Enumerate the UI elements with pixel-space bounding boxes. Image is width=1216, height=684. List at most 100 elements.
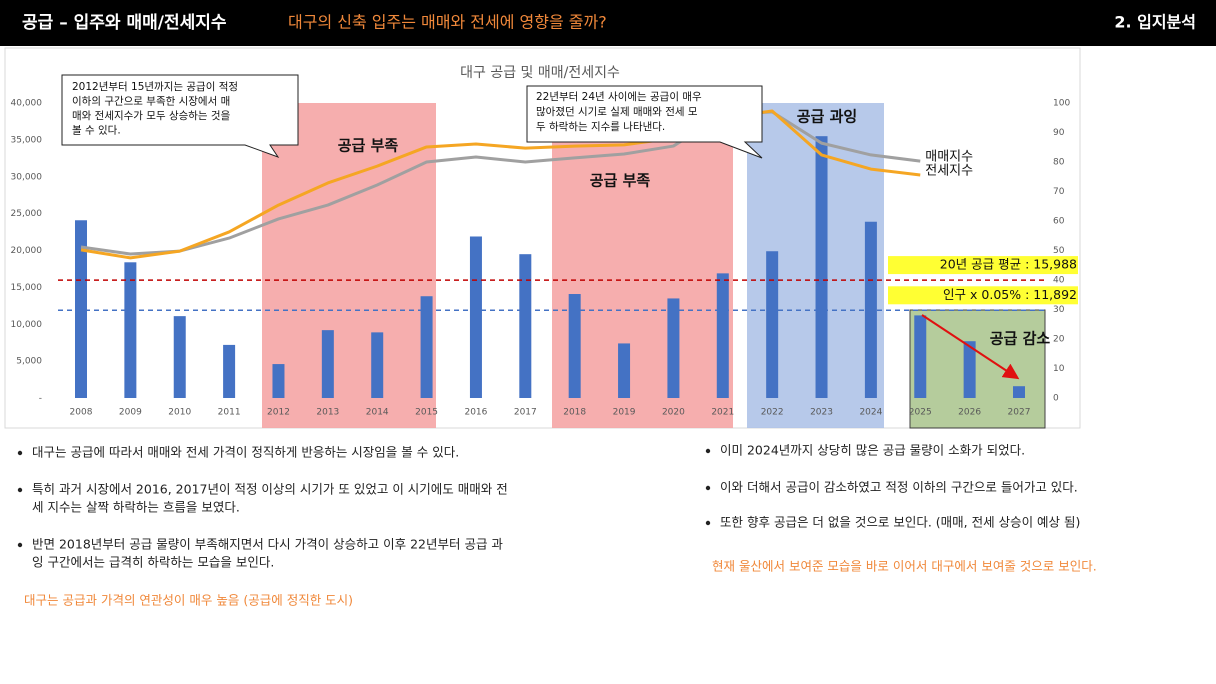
y2-tick-label: 100 [1053,99,1070,109]
bar [469,236,482,398]
y-tick-label: 10,000 [11,320,43,330]
x-tick-label: 2020 [662,408,685,418]
y2-tick-label: 80 [1053,158,1065,168]
callout-line: 두 하락하는 지수를 나타낸다. [536,120,665,133]
y-tick-label: 20,000 [11,246,43,256]
x-tick-label: 2021 [711,408,734,418]
x-tick-label: 2010 [168,408,191,418]
zone-label: 공급 부족 [338,137,399,155]
y2-tick-label: 10 [1053,364,1065,374]
callout-right-box [526,85,763,159]
callout-line: 매와 전세지수가 모두 상승하는 것을 [72,109,231,122]
note-line: 이와 더해서 공급이 감소하였고 적정 이하의 구간으로 들어가고 있다. [720,480,1078,495]
header-title: 공급 – 입주와 매매/전세지수 [22,13,227,33]
bullet [17,542,23,548]
x-tick-label: 2023 [810,408,833,418]
bar [173,316,186,398]
callout-line: 볼 수 있다. [72,125,121,137]
note-line: 잉 구간에서는 급격히 하락하는 모습을 보인다. [32,555,274,570]
bar [321,330,334,398]
callout-line: 많아졌던 시기로 실제 매매와 전세 모 [536,105,698,118]
x-tick-label: 2014 [366,408,389,418]
bar [667,298,680,398]
x-tick-label: 2022 [761,408,784,418]
chart-title: 대구 공급 및 매매/전세지수 [460,65,620,81]
x-tick-label: 2018 [563,408,586,418]
reference-label: 인구 x 0.05% : 11,892 [943,287,1077,302]
note-line: 대구는 공급에 따라서 매매와 전세 가격이 정직하게 반응하는 시장임을 볼 … [32,445,459,460]
callout-left-box [61,74,299,158]
note-line: 특히 과거 시장에서 2016, 2017년이 적정 이상의 시기가 또 있었고… [32,482,508,497]
zone-label: 공급 부족 [590,172,651,190]
y2-tick-label: 0 [1053,394,1059,404]
x-tick-label: 2027 [1008,408,1031,418]
bar [371,332,384,398]
x-tick-label: 2025 [909,408,932,418]
header-section: 2. 입지분석 [1114,13,1196,32]
y-tick-label: 5,000 [16,357,42,367]
callout-line: 22년부터 24년 사이에는 공급이 매우 [536,91,702,103]
x-tick-label: 2012 [267,408,290,418]
bar [568,294,581,398]
bar [963,341,976,398]
x-tick-label: 2013 [316,408,339,418]
header-bar [0,0,1216,46]
y-tick-label: 30,000 [11,172,43,182]
bullet [705,520,711,526]
bar [716,273,729,398]
bar [223,344,236,398]
callout-shape [526,85,763,159]
y2-tick-label: 40 [1053,276,1065,286]
reference-label: 20년 공급 평균 : 15,988 [940,257,1077,272]
y2-tick-label: 30 [1053,305,1065,315]
bar [519,254,532,398]
bar [272,364,285,398]
header-subtitle: 대구의 신축 입주는 매매와 전세에 영향을 줄까? [288,13,607,32]
zone-short-1 [262,103,436,428]
y2-tick-label: 20 [1053,335,1065,345]
x-tick-label: 2008 [70,408,93,418]
bar [815,136,828,398]
bar [1013,386,1025,398]
reference-label-bg [888,286,1078,305]
x-tick-label: 2024 [859,408,882,418]
bar [75,220,87,398]
bar [766,251,779,398]
note-line: 또한 향후 공급은 더 없을 것으로 보인다. (매매, 전세 상승이 예상 됨… [720,515,1080,530]
series-label: 전세지수 [925,163,973,178]
note-highlight: 대구는 공급과 가격의 연관성이 매우 높음 (공급에 정직한 도시) [24,593,353,608]
y-tick-label: 25,000 [11,209,43,219]
y-tick-label: 15,000 [11,283,43,293]
x-tick-label: 2011 [218,408,241,418]
bullet [17,450,23,456]
x-tick-label: 2026 [958,408,981,418]
decrease-arrow [921,314,1020,380]
bullet [705,448,711,454]
y-tick-label: - [39,394,42,404]
x-tick-label: 2019 [613,408,636,418]
index-line [80,109,921,260]
zone-label: 공급 과잉 [797,108,857,126]
bar [618,343,631,398]
bullet [17,487,23,493]
x-tick-label: 2016 [464,408,487,418]
zone-decrease [909,309,1046,429]
note-line: 반면 2018년부터 공급 물량이 부족해지면서 다시 가격이 상승하고 이후 … [32,537,503,552]
callout-line: 2012년부터 15년까지는 공급이 적정 [72,81,238,93]
note-highlight: 현재 울산에서 보여준 모습을 바로 이어서 대구에서 보여줄 것으로 보인다. [712,559,1097,574]
x-tick-label: 2015 [415,408,438,418]
y-tick-label: 40,000 [11,99,43,109]
zone-label: 공급 감소 [990,330,1051,348]
callout-line: 이하의 구간으로 부족한 시장에서 매 [72,95,230,108]
x-tick-label: 2017 [514,408,537,418]
bar [420,296,433,398]
y2-tick-label: 90 [1053,128,1065,138]
y-tick-label: 35,000 [11,135,43,145]
reference-label-bg [888,256,1078,275]
bar [124,262,137,398]
bar [914,315,927,398]
callout-shape [61,74,299,158]
